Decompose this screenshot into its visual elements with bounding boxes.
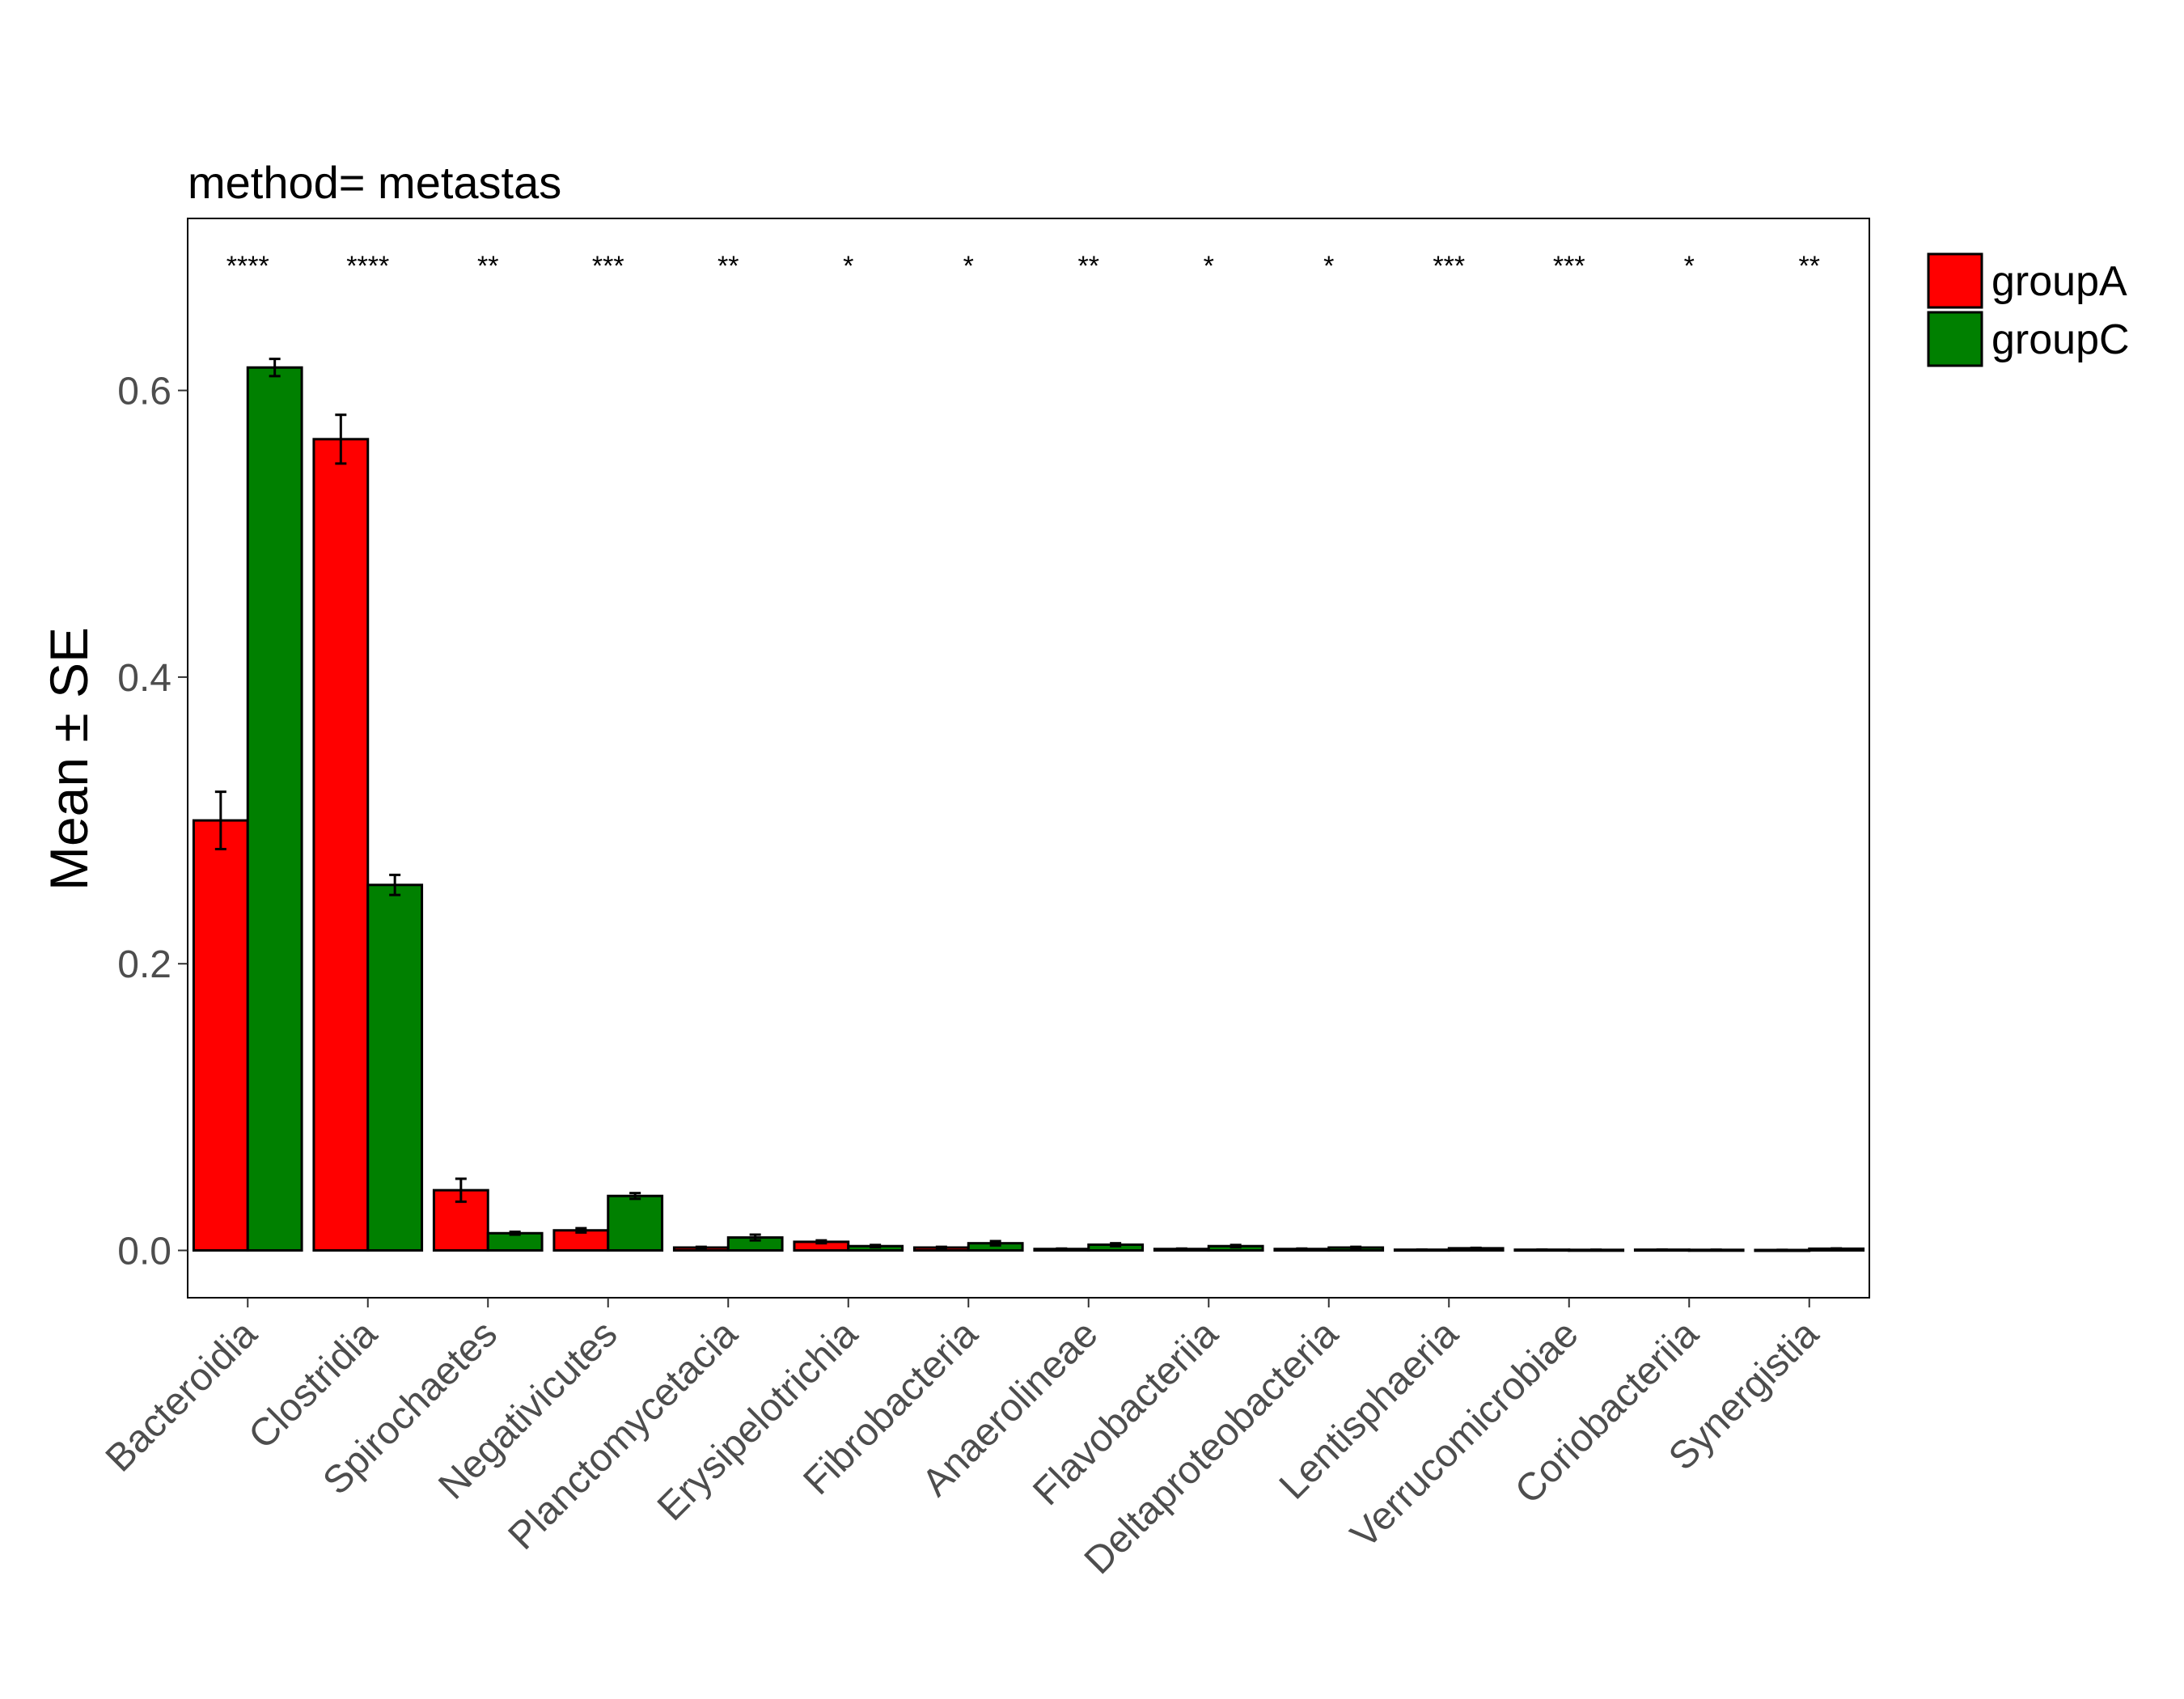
error-bar-groupA	[455, 1177, 467, 1203]
significance-label: ****	[226, 251, 269, 282]
error-bar-groupA	[1296, 1247, 1308, 1251]
significance-label: *	[1204, 251, 1214, 282]
significance-label: **	[717, 251, 739, 282]
bar-groupA	[192, 819, 249, 1252]
y-tick-label: 0.6	[117, 371, 171, 413]
bar-groupC	[607, 1194, 664, 1252]
x-tick-label: Planctomycetacia	[501, 1312, 747, 1558]
chart-title: method= metastas	[188, 157, 561, 208]
x-tick-label: Verrucomicrobiae	[1343, 1312, 1587, 1557]
significance-label: *	[1323, 251, 1334, 282]
error-bar-groupA	[1056, 1247, 1068, 1251]
significance-label: *	[963, 251, 974, 282]
error-bar-groupC	[509, 1231, 521, 1236]
bar-groupA	[312, 438, 370, 1252]
bar-groupC	[246, 366, 303, 1252]
error-bar-groupC	[1831, 1247, 1843, 1251]
error-bar-groupA	[575, 1227, 587, 1234]
legend-key-groupA	[1927, 252, 1983, 309]
error-bar-groupC	[389, 873, 401, 896]
significance-label: **	[477, 251, 498, 282]
error-bar-groupC	[870, 1244, 882, 1249]
significance-label: ***	[1433, 251, 1465, 282]
significance-label: *	[843, 251, 853, 282]
bar-groupC	[366, 883, 424, 1252]
y-tick-label: 0.0	[117, 1231, 171, 1273]
legend-label-groupA: groupA	[1991, 258, 2127, 305]
legend-key-groupC	[1927, 311, 1983, 367]
bars-layer	[192, 366, 1865, 1252]
legend-label-groupC: groupC	[1991, 316, 2130, 363]
significance-label: **	[1078, 251, 1099, 282]
bar-groupA	[432, 1188, 489, 1252]
error-bar-groupC	[1110, 1242, 1122, 1248]
error-bar-groupC	[269, 358, 281, 378]
y-axis: 0.0 0.2 0.4 0.6	[117, 371, 188, 1273]
x-axis: BacteroidiaClostridiaSpirochaetesNegativ…	[98, 1298, 1827, 1582]
error-bar-groupA	[1175, 1247, 1187, 1251]
significance-label: ****	[346, 251, 389, 282]
error-bar-groupA	[214, 790, 226, 850]
plot-panel	[187, 218, 1870, 1299]
legend: groupA groupC	[1927, 252, 2130, 367]
error-bars-layer	[214, 358, 1843, 1252]
error-bar-groupA	[335, 413, 347, 465]
error-bar-groupC	[989, 1239, 1001, 1247]
error-bar-groupC	[1350, 1245, 1362, 1250]
y-tick-label: 0.4	[117, 657, 171, 700]
y-axis-label: Mean ± SE	[39, 627, 99, 891]
error-bar-groupC	[1230, 1244, 1242, 1249]
significance-label: ***	[1553, 251, 1585, 282]
error-bar-groupC	[749, 1233, 761, 1242]
error-bar-groupA	[695, 1245, 707, 1250]
error-bar-groupA	[815, 1239, 827, 1245]
significance-label: *	[1684, 251, 1695, 282]
x-tick-label: Erysipelotrichia	[650, 1312, 866, 1529]
significance-labels: **** **** ** *** ** * * ** * * *** *** * **	[226, 251, 1820, 282]
significance-label: ***	[592, 251, 624, 282]
error-bar-groupC	[629, 1192, 641, 1201]
significance-label: **	[1799, 251, 1820, 282]
error-bar-groupA	[935, 1245, 947, 1250]
y-tick-label: 0.2	[117, 943, 171, 986]
x-tick-label: Bacteroidia	[98, 1312, 265, 1480]
